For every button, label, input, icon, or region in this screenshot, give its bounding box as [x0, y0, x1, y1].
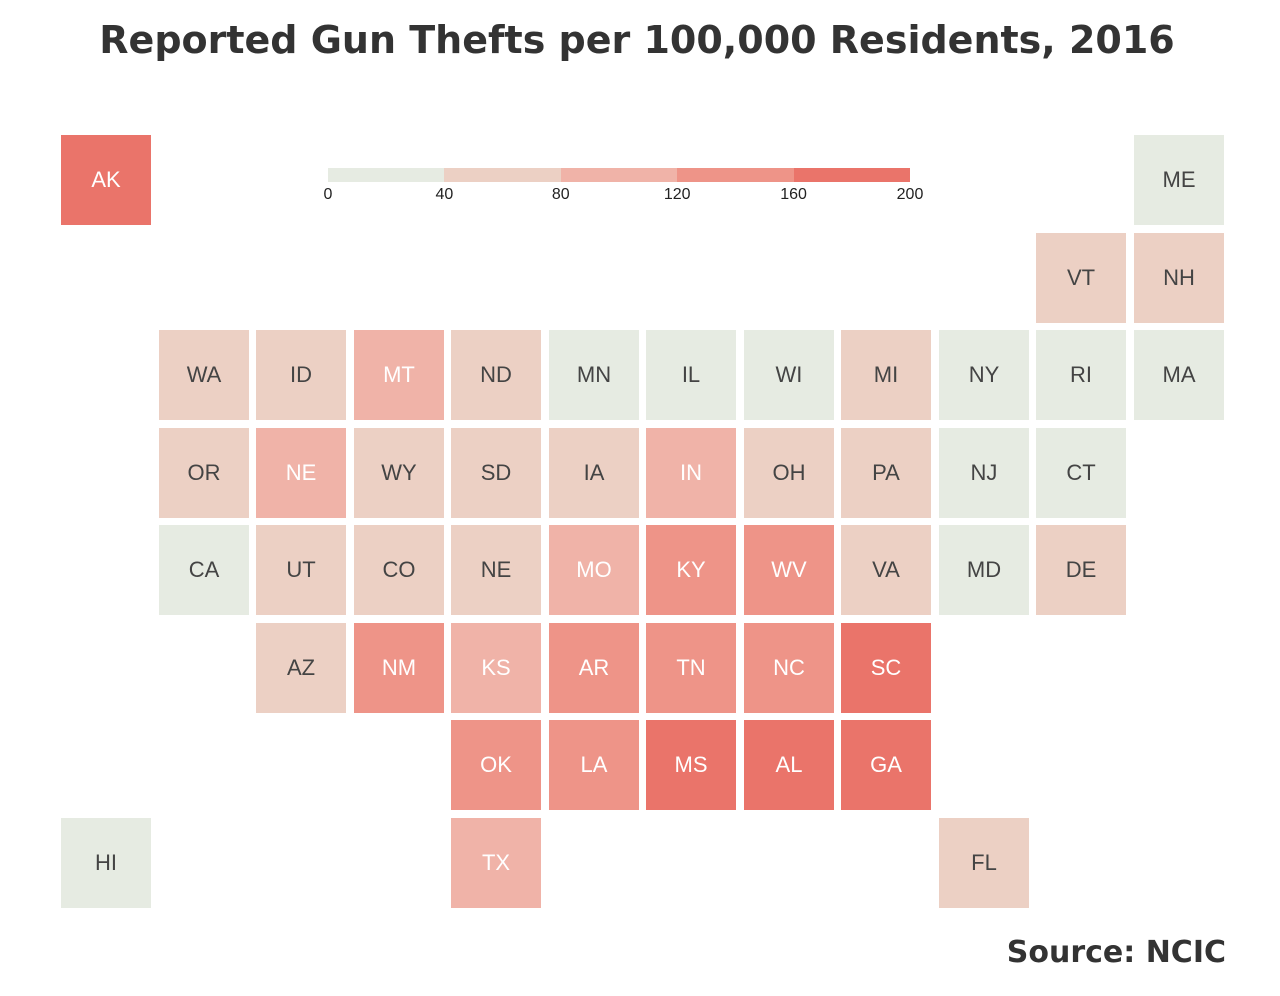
legend-swatch [328, 168, 445, 182]
state-tile-wv: WV [744, 525, 834, 615]
state-tile-mt: MT [354, 330, 444, 420]
state-tile-ma: MA [1134, 330, 1224, 420]
state-tile-va: VA [841, 525, 931, 615]
state-tile-pa: PA [841, 428, 931, 518]
legend-tick-label: 80 [551, 186, 570, 203]
legend-tick-label: 40 [435, 186, 454, 203]
state-tile-nm: NM [354, 623, 444, 713]
legend-tick-label: 0 [323, 186, 333, 203]
chart-title: Reported Gun Thefts per 100,000 Resident… [99, 18, 1175, 62]
state-tile-md: MD [939, 525, 1029, 615]
state-tile-mn: MN [549, 330, 639, 420]
state-tile-mi: MI [841, 330, 931, 420]
legend-swatch [444, 168, 561, 182]
state-tile-il: IL [646, 330, 736, 420]
state-tile-me: ME [1134, 135, 1224, 225]
state-tile-ne: NE [256, 428, 346, 518]
state-tile-ct: CT [1036, 428, 1126, 518]
state-tile-ga: GA [841, 720, 931, 810]
state-tile-ia: IA [549, 428, 639, 518]
legend-tick-label: 120 [663, 186, 691, 203]
legend-swatch [677, 168, 794, 182]
state-tile-tx: TX [451, 818, 541, 908]
state-tile-or: OR [159, 428, 249, 518]
state-tile-nj: NJ [939, 428, 1029, 518]
state-tile-co: CO [354, 525, 444, 615]
state-tile-id: ID [256, 330, 346, 420]
state-tile-la: LA [549, 720, 639, 810]
legend-tick-label: 200 [896, 186, 924, 203]
state-tile-vt: VT [1036, 233, 1126, 323]
state-tile-wy: WY [354, 428, 444, 518]
state-tile-wa: WA [159, 330, 249, 420]
state-tile-az: AZ [256, 623, 346, 713]
state-tile-ar: AR [549, 623, 639, 713]
state-tile-ut: UT [256, 525, 346, 615]
legend-swatch [560, 168, 678, 182]
legend-tick-label: 160 [780, 186, 807, 203]
state-tile-wi: WI [744, 330, 834, 420]
state-tile-ny: NY [939, 330, 1029, 420]
state-tile-nh: NH [1134, 233, 1224, 323]
state-tile-oh: OH [744, 428, 834, 518]
state-tile-mo: MO [549, 525, 639, 615]
source-note: Source: NCIC [1006, 935, 1226, 970]
state-tile-ms: MS [646, 720, 736, 810]
state-tile-nc: NC [744, 623, 834, 713]
state-tile-sc: SC [841, 623, 931, 713]
state-tile-ne: NE [451, 525, 541, 615]
state-tile-ri: RI [1036, 330, 1126, 420]
state-tile-ca: CA [159, 525, 249, 615]
state-tile-al: AL [744, 720, 834, 810]
state-tile-ky: KY [646, 525, 736, 615]
legend-swatch [793, 168, 910, 182]
state-tile-hi: HI [61, 818, 151, 908]
state-tile-sd: SD [451, 428, 541, 518]
color-legend: 0 40 80 120 160 200 [324, 168, 923, 208]
state-tile-ok: OK [451, 720, 541, 810]
state-tile-ak: AK [61, 135, 151, 225]
state-tile-fl: FL [939, 818, 1029, 908]
state-tile-in: IN [646, 428, 736, 518]
state-tile-nd: ND [451, 330, 541, 420]
state-tile-tn: TN [646, 623, 736, 713]
state-tile-ks: KS [451, 623, 541, 713]
state-tile-de: DE [1036, 525, 1126, 615]
